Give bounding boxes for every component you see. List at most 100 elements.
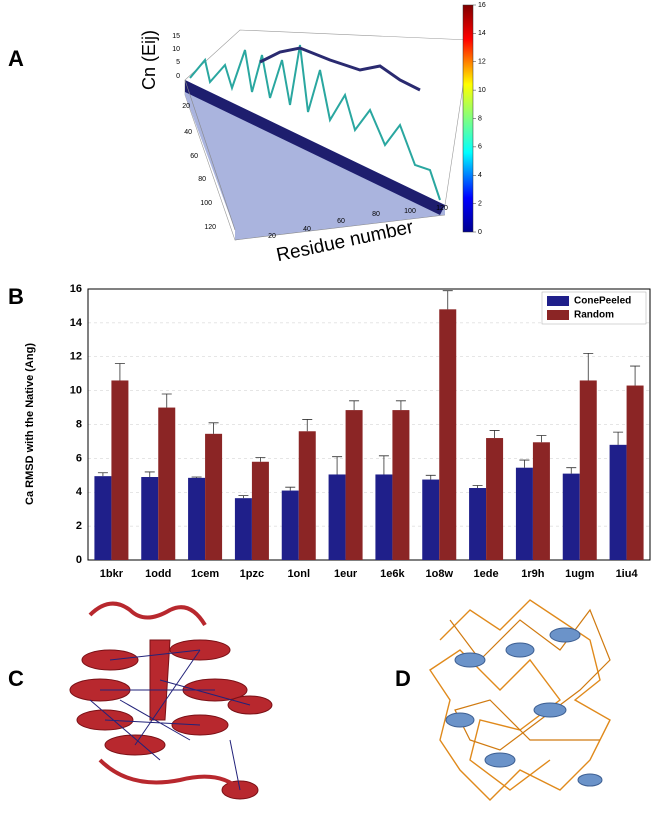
- depth-tick-label: 40: [184, 129, 192, 136]
- bar: [562, 473, 580, 560]
- bar: [141, 477, 159, 560]
- bar: [579, 380, 597, 560]
- bar: [205, 433, 223, 560]
- x-tick-label: 1e6k: [380, 568, 405, 580]
- error-bar: [302, 419, 313, 432]
- error-bar: [378, 455, 389, 475]
- bar: [392, 410, 410, 560]
- bar: [626, 385, 644, 560]
- y-tick-label: 16: [70, 283, 82, 295]
- x-tick-label: 60: [337, 218, 345, 225]
- legend-swatch: [547, 296, 569, 306]
- panel-label: C: [8, 666, 24, 691]
- error-bar: [566, 467, 577, 474]
- x-tick-label: 120: [436, 205, 448, 212]
- x-tick-label: 20: [268, 233, 276, 240]
- error-bar: [536, 435, 547, 443]
- x-tick-label: 1odd: [145, 568, 171, 580]
- colorbar-tick-label: 4: [478, 172, 482, 179]
- x-tick-label: 1cem: [191, 568, 219, 580]
- bar: [328, 474, 346, 560]
- colorbar-tick-label: 8: [478, 115, 482, 122]
- surface-plot: [184, 4, 474, 241]
- error-bar: [630, 365, 641, 386]
- error-bar: [349, 400, 360, 411]
- error-bar: [114, 363, 125, 381]
- error-bar: [472, 485, 483, 489]
- y-tick-label: 12: [70, 351, 82, 363]
- error-bar: [238, 495, 249, 499]
- x-tick-label: 1o8w: [425, 568, 453, 580]
- x-tick-label: 1pzc: [240, 568, 264, 580]
- bar: [469, 488, 487, 560]
- depth-tick-label: 80: [198, 176, 206, 183]
- error-bar: [161, 393, 172, 408]
- bar: [94, 476, 112, 560]
- bar: [486, 438, 504, 560]
- error-bar: [144, 471, 155, 478]
- colorbar-tick-label: 6: [478, 144, 482, 151]
- depth-tick-label: 60: [190, 153, 198, 160]
- x-tick-label: 1r9h: [521, 568, 545, 580]
- bar: [515, 467, 533, 560]
- legend-swatch: [547, 310, 569, 320]
- z-tick-label: 10: [172, 46, 180, 53]
- x-tick-label: 40: [303, 226, 311, 233]
- x-tick-label: 80: [372, 211, 380, 218]
- x-tick-label: 1bkr: [100, 568, 124, 580]
- error-bar: [442, 290, 453, 310]
- bar: [609, 444, 627, 560]
- bar: [158, 407, 176, 560]
- protein-cartoon: [69, 601, 273, 800]
- x-tick-label: 1eur: [334, 568, 358, 580]
- bar: [439, 309, 457, 560]
- z-axis-label: Cn (Eij): [139, 30, 159, 90]
- bar: [375, 474, 393, 560]
- bar: [251, 461, 269, 560]
- colorbar-tick-label: 2: [478, 200, 482, 207]
- y-axis-label: Ca RMSD with the Native (Ang): [24, 343, 36, 505]
- z-tick-label: 5: [176, 59, 180, 66]
- y-tick-label: 8: [76, 418, 82, 430]
- colorbar-tick-label: 14: [478, 30, 486, 37]
- y-tick-label: 4: [76, 486, 83, 498]
- panel-label: B: [8, 284, 24, 309]
- colorbar-tick-label: 12: [478, 59, 486, 66]
- bar: [298, 431, 316, 560]
- colorbar-tick-label: 16: [478, 2, 486, 9]
- bar: [345, 410, 363, 560]
- depth-tick-label: 120: [204, 224, 216, 231]
- y-tick-label: 14: [70, 317, 83, 329]
- bar: [234, 498, 252, 560]
- bar: [422, 479, 440, 560]
- error-bar: [191, 476, 202, 478]
- depth-tick-label: 100: [200, 200, 212, 207]
- y-tick-label: 0: [76, 554, 82, 566]
- error-bar: [208, 422, 219, 434]
- panel-label: A: [8, 46, 24, 71]
- error-bar: [489, 430, 500, 439]
- error-bar: [425, 474, 436, 480]
- z-tick-label: 15: [172, 33, 180, 40]
- error-bar: [519, 459, 530, 468]
- bar: [532, 442, 550, 560]
- error-bar: [332, 456, 343, 475]
- x-tick-label: 1onl: [287, 568, 310, 580]
- y-tick-label: 6: [76, 452, 82, 464]
- y-tick-label: 10: [70, 385, 82, 397]
- colorbar-tick-label: 0: [478, 229, 482, 236]
- panel-label: D: [395, 666, 411, 691]
- x-tick-label: 1ede: [474, 568, 499, 580]
- bar: [188, 477, 206, 560]
- z-tick-label: 0: [176, 73, 180, 80]
- y-tick-label: 2: [76, 520, 82, 532]
- bar: [111, 380, 129, 560]
- legend-label: ConePeeled: [574, 296, 631, 307]
- plot-frame: [87, 288, 651, 561]
- x-tick-label: 100: [404, 208, 416, 215]
- error-bar: [97, 472, 108, 477]
- x-tick-label: 1ugm: [565, 568, 595, 580]
- error-bar: [613, 431, 624, 445]
- error-bar: [395, 400, 406, 411]
